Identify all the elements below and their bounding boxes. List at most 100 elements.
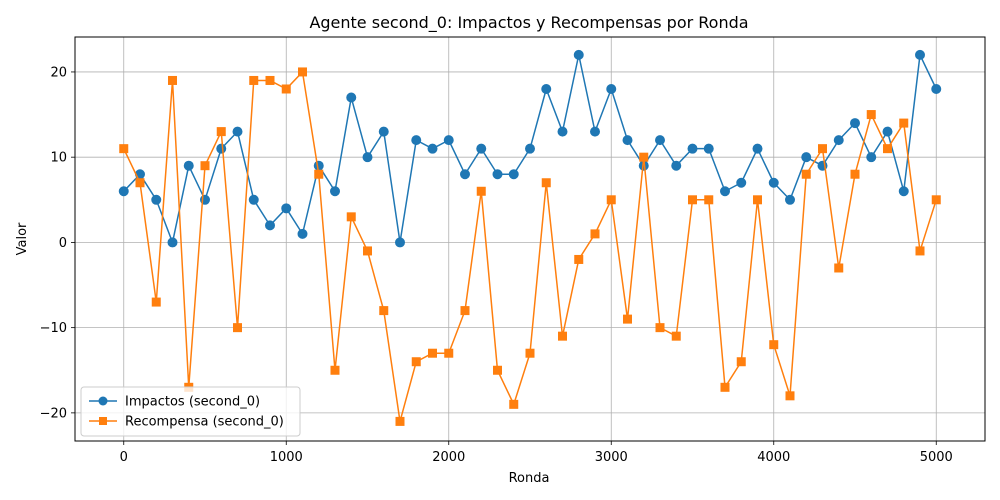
data-point — [769, 340, 779, 350]
data-point — [216, 143, 227, 154]
data-point — [460, 169, 470, 180]
data-point — [378, 126, 389, 137]
data-point — [785, 194, 795, 205]
data-point — [671, 331, 681, 341]
data-point — [623, 314, 632, 324]
y-tick-label: −10 — [40, 321, 67, 336]
axis-ticks: 0 1000 2000 3000 4000 5000 −20 −10 0 10 20 — [40, 65, 953, 465]
data-point — [703, 143, 714, 154]
data-point — [362, 152, 373, 163]
data-point — [574, 254, 584, 264]
data-point — [493, 365, 502, 375]
x-tick-label: 4000 — [757, 450, 790, 465]
data-point — [427, 143, 438, 154]
data-point — [606, 195, 616, 205]
data-point — [898, 186, 909, 197]
data-point — [915, 246, 925, 256]
x-axis-label: Ronda — [509, 471, 550, 486]
data-point — [428, 348, 437, 358]
y-axis-label: Valor — [15, 222, 30, 255]
data-point — [508, 169, 519, 180]
data-point — [249, 75, 259, 85]
data-point — [135, 178, 145, 188]
y-tick-label: 10 — [50, 151, 67, 166]
data-point — [639, 152, 649, 162]
data-point — [655, 323, 665, 333]
data-point — [882, 126, 893, 137]
data-point — [801, 152, 812, 163]
data-point — [720, 186, 730, 197]
y-tick-label: 0 — [59, 236, 67, 251]
data-point — [476, 186, 486, 196]
data-point — [492, 169, 503, 180]
data-point — [655, 135, 665, 146]
data-point — [298, 67, 307, 77]
data-point — [753, 195, 762, 205]
x-tick-label: 0 — [120, 450, 128, 465]
data-point — [313, 160, 324, 171]
data-point — [558, 331, 567, 341]
data-point — [444, 348, 454, 358]
data-point — [720, 382, 730, 392]
data-point — [509, 399, 519, 409]
data-point — [168, 75, 177, 85]
data-point — [119, 144, 129, 154]
data-point — [622, 135, 633, 146]
data-point — [866, 152, 877, 163]
data-point — [541, 83, 552, 94]
data-point — [850, 118, 860, 129]
data-point — [200, 161, 210, 171]
legend-marker — [98, 396, 108, 406]
data-point — [525, 143, 535, 154]
data-point — [785, 391, 795, 401]
data-point — [476, 143, 487, 154]
data-point — [752, 143, 763, 154]
data-point — [866, 110, 876, 120]
data-point — [834, 263, 844, 273]
data-point — [768, 177, 779, 188]
data-point — [688, 195, 697, 205]
data-point — [379, 306, 389, 316]
data-point — [281, 84, 291, 94]
data-point — [151, 194, 162, 205]
x-tick-label: 5000 — [920, 450, 953, 465]
data-point — [460, 306, 470, 316]
x-tick-label: 3000 — [595, 450, 628, 465]
data-point — [233, 323, 242, 333]
data-point — [151, 297, 161, 307]
data-point — [850, 169, 860, 179]
data-point — [395, 237, 405, 248]
data-point — [590, 229, 600, 239]
data-point — [736, 357, 746, 367]
data-point — [833, 135, 844, 146]
data-point — [883, 144, 892, 154]
y-tick-label: 20 — [50, 65, 67, 80]
data-point — [590, 126, 600, 137]
data-point — [216, 127, 226, 137]
chart-title: Agente second_0: Impactos y Recompensas … — [309, 13, 748, 33]
data-point — [346, 212, 356, 222]
series-2 — [119, 67, 941, 426]
data-point — [606, 83, 617, 94]
legend-box — [80, 386, 301, 437]
data-point — [183, 160, 194, 171]
data-point — [687, 143, 698, 154]
data-point — [265, 220, 275, 231]
data-point — [314, 169, 324, 179]
legend-label: Impactos (second_0) — [125, 395, 260, 410]
legend-marker — [99, 417, 107, 425]
grid-lines — [75, 37, 985, 441]
data-point — [167, 237, 178, 248]
x-tick-label: 1000 — [270, 450, 303, 465]
x-tick-label: 2000 — [432, 450, 465, 465]
y-tick-label: −20 — [40, 406, 67, 421]
data-point — [411, 357, 421, 367]
data-point — [330, 365, 340, 375]
data-point — [525, 348, 535, 358]
legend: Impactos (second_0) Recompensa (second_0) — [80, 386, 301, 437]
data-point — [931, 83, 942, 94]
data-point — [297, 228, 308, 239]
data-point — [671, 160, 682, 171]
data-point — [801, 169, 811, 179]
series-1 — [118, 49, 942, 248]
